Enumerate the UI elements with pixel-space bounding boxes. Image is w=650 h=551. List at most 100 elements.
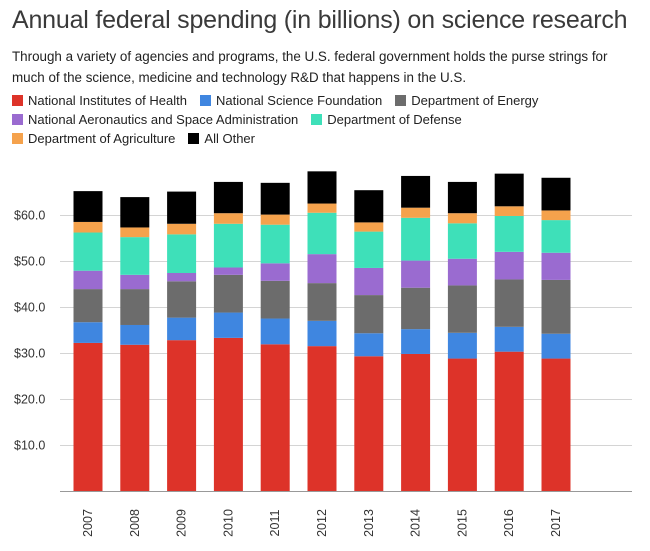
legend-item-nsf: National Science Foundation	[199, 93, 382, 108]
bar-2007-series-0	[73, 342, 103, 492]
bar-2014-series-4	[401, 217, 431, 261]
bar-2013-series-6	[354, 190, 384, 223]
bar-2010-series-4	[213, 223, 243, 268]
legend-item-doe: Department of Energy	[395, 93, 538, 108]
bar-2017-series-3	[541, 252, 571, 280]
bars	[73, 171, 571, 492]
bar-2008-series-3	[120, 274, 150, 290]
x-tick-label-2007: 2007	[81, 509, 95, 537]
bar-2014-series-3	[401, 260, 431, 288]
legend-row-3: Department of Agriculture All Other	[12, 129, 642, 148]
legend-row-2: National Aeronautics and Space Administr…	[12, 110, 642, 129]
bar-2007-series-5	[73, 221, 103, 233]
chart-legend: National Institutes of Health National S…	[12, 91, 642, 148]
legend-swatch-nih	[12, 95, 23, 106]
x-tick-label-2015: 2015	[455, 509, 469, 537]
bar-2010-series-0	[213, 337, 243, 492]
x-tick-label-2014: 2014	[409, 509, 423, 537]
bar-2008-series-2	[120, 289, 150, 325]
bar-2015-series-0	[447, 358, 477, 492]
bar-2014-series-5	[401, 207, 431, 218]
y-tick-label: $20.0	[14, 393, 45, 407]
chart-subtitle: Through a variety of agencies and progra…	[12, 49, 608, 85]
bar-2011-series-1	[260, 318, 290, 345]
bar-2007-series-2	[73, 289, 103, 323]
legend-label-nih: National Institutes of Health	[28, 93, 187, 108]
bar-2015-series-2	[447, 285, 477, 333]
legend-row-1: National Institutes of Health National S…	[12, 91, 642, 110]
x-tick-label-2017: 2017	[549, 509, 563, 537]
bar-2014-series-2	[401, 287, 431, 330]
bar-2011-series-6	[260, 182, 290, 215]
x-tick-label-2008: 2008	[128, 509, 142, 537]
x-tick-label-2013: 2013	[362, 509, 376, 537]
bar-2012-series-0	[307, 346, 337, 492]
legend-item-nih: National Institutes of Health	[12, 93, 187, 108]
bar-2016-series-5	[494, 206, 524, 216]
bar-2009-series-5	[167, 223, 197, 235]
bar-2009-series-2	[167, 281, 197, 318]
legend-item-nasa: National Aeronautics and Space Administr…	[12, 112, 298, 127]
bar-2011-series-3	[260, 263, 290, 281]
legend-label-doe: Department of Energy	[411, 93, 539, 108]
y-tick-label: $60.0	[14, 209, 45, 223]
bar-2011-series-0	[260, 344, 290, 492]
legend-swatch-usda	[12, 133, 23, 144]
bar-2017-series-6	[541, 177, 571, 211]
grid-lines	[60, 215, 632, 446]
legend-label-other: All Other	[204, 131, 255, 146]
bar-2013-series-5	[354, 222, 384, 232]
bar-2012-series-1	[307, 320, 337, 347]
legend-label-dod: Department of Defense	[327, 112, 462, 127]
bar-2007-series-6	[73, 191, 103, 222]
y-tick-label: $30.0	[14, 347, 45, 361]
legend-label-usda: Department of Agriculture	[28, 131, 176, 146]
bar-2017-series-1	[541, 333, 571, 359]
bar-2015-series-6	[447, 181, 477, 214]
y-tick-label: $40.0	[14, 301, 45, 315]
bar-2015-series-1	[447, 332, 477, 359]
x-tick-label-2010: 2010	[221, 509, 235, 537]
bar-2017-series-0	[541, 358, 571, 492]
bar-2007-series-3	[73, 270, 103, 290]
bar-2013-series-1	[354, 333, 384, 357]
chart-title: Annual federal spending (in billions) on…	[12, 6, 628, 34]
bar-2009-series-6	[167, 191, 197, 224]
bar-2013-series-0	[354, 356, 384, 492]
bar-2010-series-1	[213, 312, 243, 338]
legend-swatch-dod	[311, 114, 323, 125]
bar-2013-series-2	[354, 295, 384, 334]
bar-2017-series-5	[541, 210, 571, 221]
bar-2009-series-4	[167, 234, 197, 273]
bar-2010-series-5	[213, 213, 243, 224]
x-tick-label-2011: 2011	[268, 510, 282, 537]
legend-swatch-doe	[395, 95, 407, 106]
axes: $10.0 $20.0 $30.0 $40.0 $50.0 $60.0 2007 2008 20…	[14, 209, 632, 537]
bar-2009-series-3	[167, 273, 197, 282]
bar-2007-series-4	[73, 232, 103, 271]
bar-2009-series-1	[167, 317, 197, 341]
x-tick-label-2016: 2016	[502, 509, 516, 537]
y-tick-label: $10.0	[14, 439, 45, 453]
legend-swatch-nsf	[199, 95, 211, 106]
bar-2012-series-4	[307, 212, 337, 255]
bar-2012-series-6	[307, 171, 337, 204]
bar-2015-series-5	[447, 213, 477, 224]
bar-2010-series-3	[213, 267, 243, 275]
legend-swatch-other	[188, 133, 200, 144]
legend-item-usda: Department of Agriculture	[12, 131, 175, 146]
bar-2016-series-0	[494, 351, 524, 492]
bar-2009-series-0	[167, 340, 197, 492]
bar-2016-series-4	[494, 215, 524, 252]
bar-2014-series-0	[401, 353, 431, 492]
bar-2007-series-1	[73, 322, 103, 343]
bar-2014-series-6	[401, 175, 431, 208]
bar-2015-series-4	[447, 223, 477, 259]
bar-2010-series-2	[213, 274, 243, 313]
bar-2015-series-3	[447, 258, 477, 286]
bar-2013-series-4	[354, 231, 384, 268]
bar-2017-series-2	[541, 279, 571, 334]
bar-2016-series-2	[494, 279, 524, 327]
bar-2008-series-5	[120, 227, 150, 238]
